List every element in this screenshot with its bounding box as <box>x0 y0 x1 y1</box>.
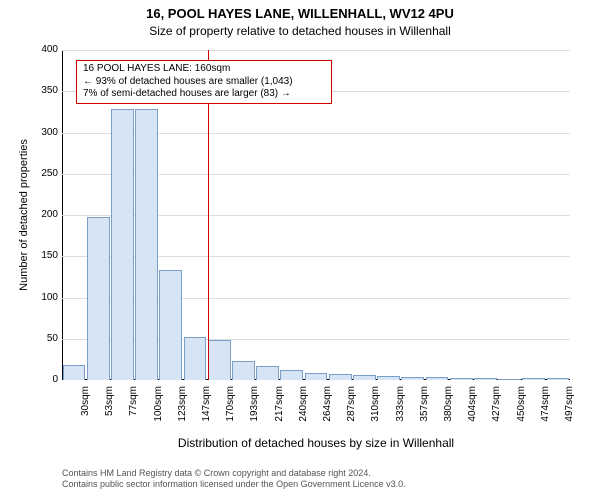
xtick-label: 123sqm <box>177 386 188 436</box>
histogram-bar <box>401 377 424 380</box>
annotation-line: ← 93% of detached houses are smaller (1,… <box>83 76 325 89</box>
ytick-label: 350 <box>28 85 58 96</box>
xtick-label: 53sqm <box>104 386 115 436</box>
credits-line: Contains HM Land Registry data © Crown c… <box>62 468 406 479</box>
ytick-label: 100 <box>28 292 58 303</box>
xtick-label: 380sqm <box>443 386 454 436</box>
ytick-label: 400 <box>28 44 58 55</box>
histogram-bar <box>353 375 376 380</box>
histogram-bar <box>426 377 449 380</box>
ytick-label: 50 <box>28 333 58 344</box>
xtick-label: 217sqm <box>274 386 285 436</box>
ytick-label: 200 <box>28 209 58 220</box>
histogram-bar <box>305 373 328 380</box>
histogram-bar <box>63 365 86 380</box>
xtick-label: 100sqm <box>153 386 164 436</box>
histogram-bar <box>377 376 400 380</box>
xtick-label: 450sqm <box>516 386 527 436</box>
gridline <box>62 50 570 51</box>
xtick-label: 310sqm <box>370 386 381 436</box>
xtick-label: 30sqm <box>80 386 91 436</box>
xtick-label: 333sqm <box>395 386 406 436</box>
xtick-label: 147sqm <box>201 386 212 436</box>
xtick-label: 404sqm <box>467 386 478 436</box>
xtick-label: 193sqm <box>249 386 260 436</box>
histogram-bar <box>498 379 521 380</box>
xtick-label: 170sqm <box>225 386 236 436</box>
ytick-label: 300 <box>28 127 58 138</box>
histogram-bar <box>135 109 158 380</box>
ytick-label: 250 <box>28 168 58 179</box>
x-axis-label: Distribution of detached houses by size … <box>62 436 570 450</box>
histogram-bar <box>111 109 134 380</box>
xtick-label: 474sqm <box>540 386 551 436</box>
xtick-label: 264sqm <box>322 386 333 436</box>
annotation-line: 16 POOL HAYES LANE: 160sqm <box>83 63 325 76</box>
xtick-label: 77sqm <box>128 386 139 436</box>
xtick-label: 287sqm <box>346 386 357 436</box>
chart-area: 0 50 100 150 200 250 300 350 400 30sqm 53sqm 77sqm 1… <box>0 0 600 500</box>
histogram-bar <box>256 366 279 380</box>
xtick-label: 497sqm <box>564 386 575 436</box>
histogram-bar <box>87 217 110 380</box>
histogram-bar <box>474 378 497 380</box>
histogram-bar <box>280 370 303 380</box>
histogram-bar <box>184 337 207 380</box>
credits-text: Contains HM Land Registry data © Crown c… <box>62 468 406 490</box>
histogram-bar <box>159 270 182 380</box>
histogram-bar <box>329 374 352 380</box>
ytick-label: 150 <box>28 250 58 261</box>
histogram-bar <box>232 361 255 380</box>
histogram-bar <box>522 378 545 380</box>
y-axis-label: Number of detached properties <box>18 50 30 380</box>
histogram-bar <box>208 340 231 380</box>
xtick-label: 240sqm <box>298 386 309 436</box>
xtick-label: 357sqm <box>419 386 430 436</box>
annotation-box: 16 POOL HAYES LANE: 160sqm← 93% of detac… <box>76 60 332 104</box>
annotation-line: 7% of semi-detached houses are larger (8… <box>83 88 325 101</box>
histogram-bar <box>547 378 570 380</box>
credits-line: Contains public sector information licen… <box>62 479 406 490</box>
histogram-bar <box>450 378 473 380</box>
ytick-label: 0 <box>28 374 58 385</box>
xtick-label: 427sqm <box>491 386 502 436</box>
